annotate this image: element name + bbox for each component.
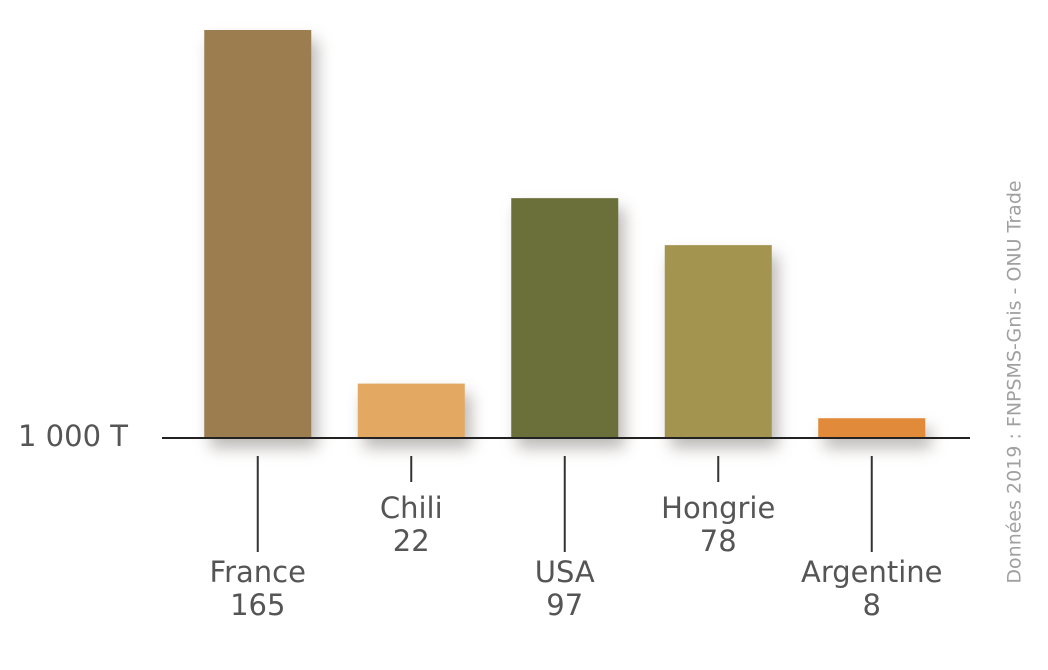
- source: Données 2019 : FNPSMS-Gnis - ONU Trade: [1004, 180, 1026, 583]
- unit-label: 1 000 T: [18, 419, 128, 453]
- bar: [664, 245, 772, 438]
- bar: [204, 30, 312, 438]
- category-label: Hongrie: [661, 491, 775, 525]
- value-label: 97: [546, 588, 583, 622]
- category-label: Argentine: [801, 555, 943, 589]
- value-label: 22: [393, 524, 430, 558]
- value-label: 8: [863, 588, 881, 622]
- bar: [511, 198, 619, 438]
- category-label: USA: [535, 555, 595, 589]
- category-label: France: [210, 555, 306, 589]
- bar: [357, 383, 465, 438]
- value-label: 165: [230, 588, 285, 622]
- value-label: 78: [700, 524, 737, 558]
- bar: [818, 418, 926, 438]
- category-label: Chili: [380, 491, 443, 525]
